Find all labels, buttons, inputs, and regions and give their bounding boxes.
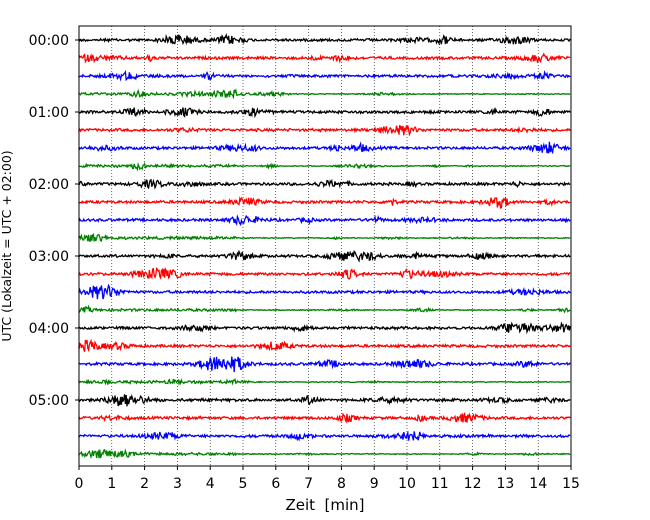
trace-0045 bbox=[78, 88, 571, 100]
x-tick-label-12: 12 bbox=[464, 476, 482, 492]
x-tick-label-14: 14 bbox=[529, 476, 547, 492]
x-tick-label-6: 6 bbox=[271, 476, 280, 492]
y-tick-label-3: 03:00 bbox=[29, 249, 69, 265]
trace-0315 bbox=[78, 266, 571, 280]
x-tick-label-9: 9 bbox=[370, 476, 379, 492]
x-tick-label-7: 7 bbox=[304, 476, 313, 492]
y-axis-label: UTC (Lokalzeit = UTC + 02:00) bbox=[0, 150, 14, 341]
x-tick-label-8: 8 bbox=[337, 476, 346, 492]
x-tick-label-2: 2 bbox=[140, 476, 149, 492]
y-tick-label-1: 01:00 bbox=[29, 105, 69, 121]
trace-0115 bbox=[78, 124, 571, 137]
trace-0145 bbox=[78, 161, 571, 172]
x-tick-label-10: 10 bbox=[398, 476, 416, 492]
trace-0445 bbox=[78, 378, 571, 386]
vertical-grid bbox=[111, 26, 539, 466]
trace-0430 bbox=[78, 356, 571, 373]
trace-0015 bbox=[78, 52, 571, 64]
trace-0530 bbox=[78, 430, 571, 442]
y-tick-label-5: 05:00 bbox=[29, 393, 69, 409]
x-tick-label-15: 15 bbox=[562, 476, 580, 492]
trace-0245 bbox=[78, 233, 571, 242]
trace-0400 bbox=[78, 321, 571, 335]
trace-0415 bbox=[78, 338, 571, 353]
trace-0515 bbox=[78, 411, 571, 424]
y-axis-ticks: 00:00 01:00 02:00 03:00 04:00 05:00 bbox=[29, 33, 79, 409]
trace-0545 bbox=[78, 448, 571, 459]
trace-0330 bbox=[78, 283, 571, 300]
y-tick-label-0: 00:00 bbox=[29, 33, 69, 49]
x-tick-label-4: 4 bbox=[206, 476, 215, 492]
trace-0345 bbox=[78, 304, 571, 314]
trace-0215 bbox=[78, 196, 571, 209]
x-tick-label-13: 13 bbox=[496, 476, 514, 492]
seismogram-traces bbox=[78, 32, 571, 459]
trace-0130 bbox=[78, 141, 571, 155]
trace-0200 bbox=[78, 178, 571, 190]
y-tick-label-2: 02:00 bbox=[29, 177, 69, 193]
x-axis-label: Zeit [min] bbox=[285, 496, 364, 514]
y-tick-label-4: 04:00 bbox=[29, 321, 69, 337]
trace-0500 bbox=[78, 393, 571, 407]
x-tick-label-0: 0 bbox=[75, 476, 84, 492]
trace-0030 bbox=[78, 69, 571, 82]
trace-0300 bbox=[78, 249, 571, 263]
x-axis-ticks: 0 1 2 3 4 5 6 7 8 9 10 11 12 13 14 15 bbox=[75, 466, 580, 492]
trace-0000 bbox=[78, 32, 571, 46]
trace-0230 bbox=[78, 214, 571, 227]
x-tick-label-11: 11 bbox=[431, 476, 449, 492]
x-tick-label-5: 5 bbox=[239, 476, 248, 492]
x-tick-label-3: 3 bbox=[173, 476, 182, 492]
plot-frame bbox=[78, 25, 572, 467]
trace-0100 bbox=[78, 106, 571, 119]
x-tick-label-1: 1 bbox=[107, 476, 116, 492]
